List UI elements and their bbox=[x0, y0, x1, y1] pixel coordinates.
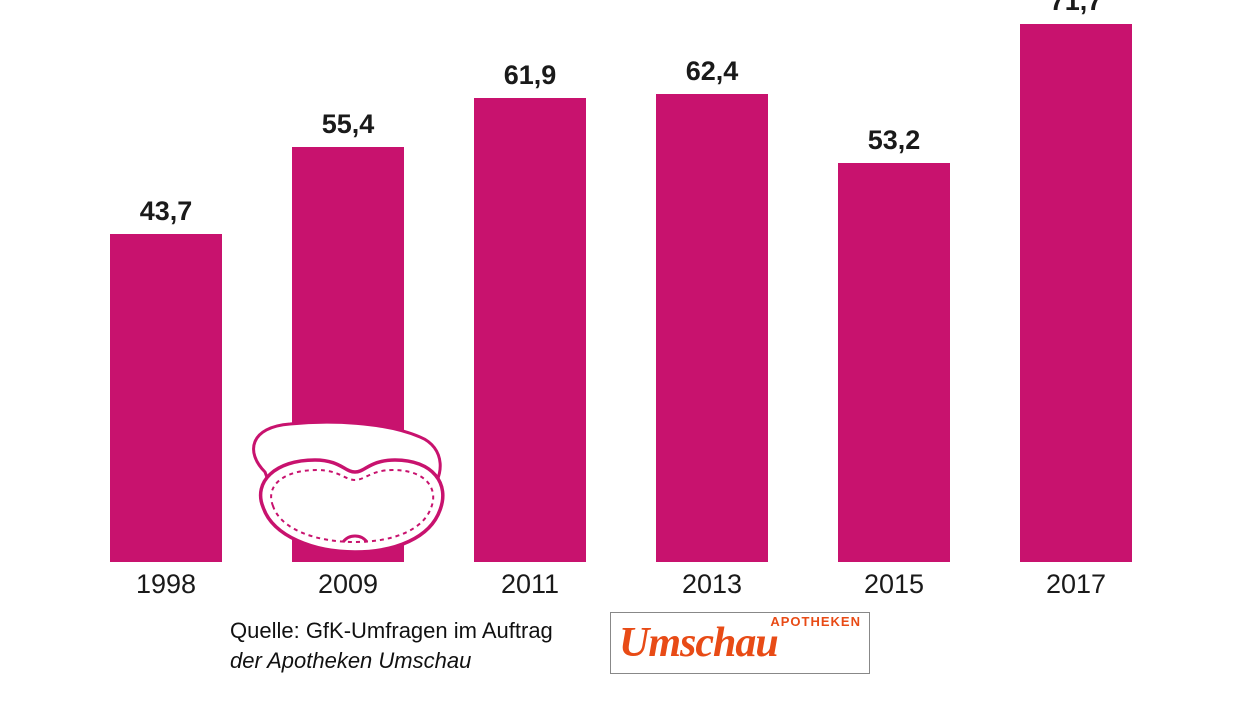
source-line-1: Quelle: GfK-Umfragen im Auftrag bbox=[230, 616, 553, 646]
bar-value-label: 62,4 bbox=[656, 56, 768, 87]
bar-2015: 53,22015 bbox=[838, 163, 950, 562]
bar-category-label: 2017 bbox=[1020, 569, 1132, 600]
bar-2011: 61,92011 bbox=[474, 98, 586, 562]
bar-2013: 62,42013 bbox=[656, 94, 768, 562]
bar-value-label: 55,4 bbox=[292, 109, 404, 140]
chart-container: 43,7199855,4200961,9201162,4201353,22015… bbox=[0, 0, 1246, 702]
source-citation: Quelle: GfK-Umfragen im Auftrag der Apot… bbox=[230, 616, 553, 675]
bar-category-label: 2009 bbox=[292, 569, 404, 600]
chart-footer: Quelle: GfK-Umfragen im Auftrag der Apot… bbox=[0, 612, 1246, 682]
apotheken-umschau-logo: APOTHEKEN Umschau bbox=[610, 612, 870, 674]
bar-category-label: 2011 bbox=[474, 569, 586, 600]
source-line-2: der Apotheken Umschau bbox=[230, 646, 553, 676]
bar-2009: 55,42009 bbox=[292, 147, 404, 563]
bar-value-label: 71,7 bbox=[1020, 0, 1132, 17]
bar-category-label: 1998 bbox=[110, 569, 222, 600]
bar-value-label: 53,2 bbox=[838, 125, 950, 156]
bar-category-label: 2015 bbox=[838, 569, 950, 600]
bar-category-label: 2013 bbox=[656, 569, 768, 600]
bar-2017: 71,72017 bbox=[1020, 24, 1132, 562]
bar-value-label: 43,7 bbox=[110, 196, 222, 227]
chart-plot-area: 43,71998 55,42009 61,92011 62,42013 53,22015… bbox=[110, 22, 1190, 562]
bar-1998: 43,71998 bbox=[110, 234, 222, 562]
bar-value-label: 61,9 bbox=[474, 60, 586, 91]
